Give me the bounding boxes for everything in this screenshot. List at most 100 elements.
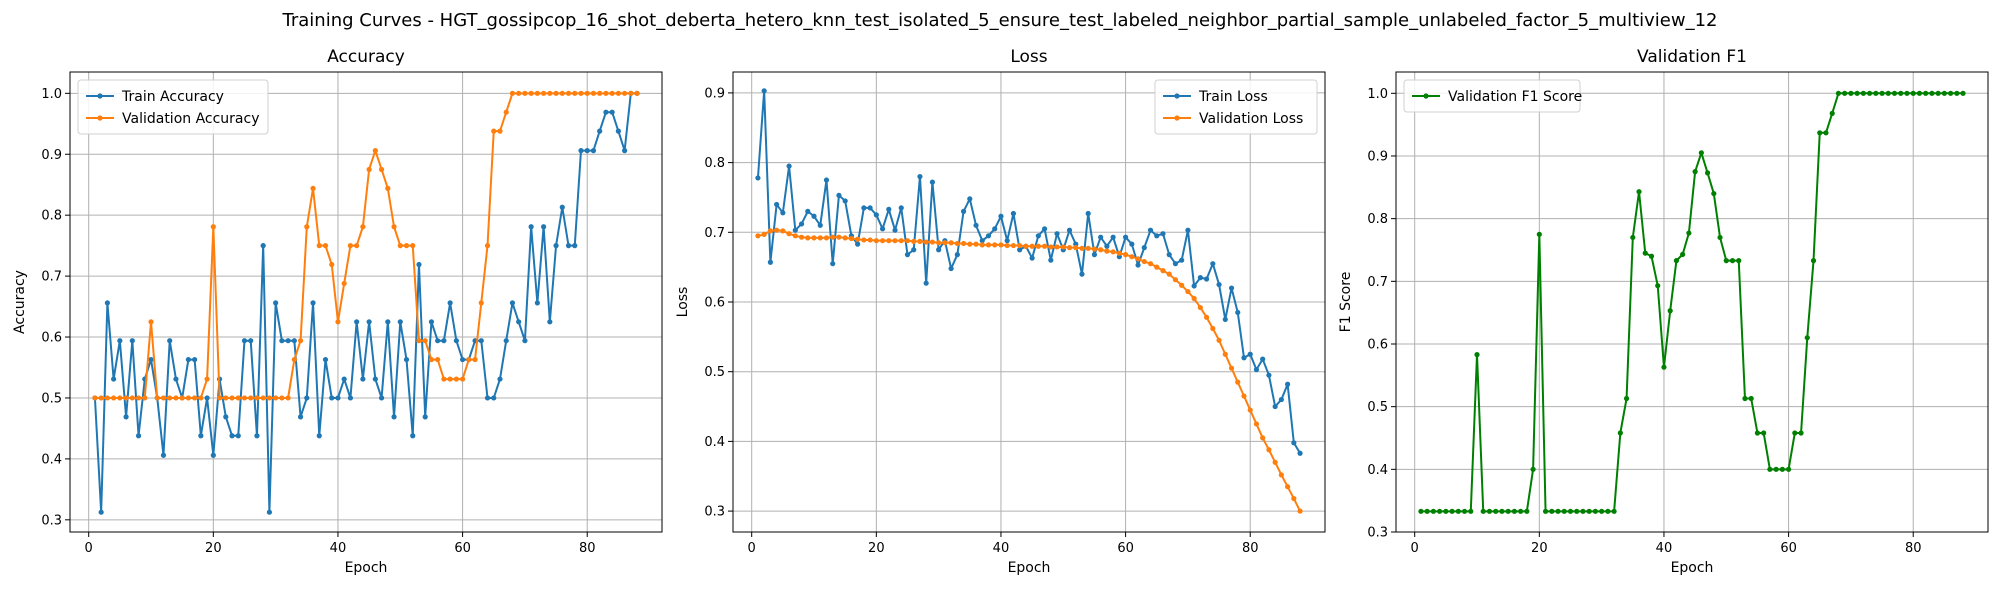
data-point bbox=[1216, 337, 1222, 343]
data-point bbox=[1642, 250, 1648, 256]
legend-entry: Validation Loss bbox=[1199, 111, 1303, 127]
data-point bbox=[304, 224, 310, 230]
legend: Train Accuracy Validation Accuracy bbox=[77, 79, 269, 135]
data-point bbox=[967, 241, 973, 247]
data-point bbox=[1729, 258, 1736, 264]
data-point bbox=[898, 205, 904, 211]
data-point bbox=[1116, 250, 1122, 256]
data-point bbox=[509, 90, 516, 96]
data-point bbox=[1110, 234, 1116, 240]
data-point bbox=[1935, 90, 1941, 96]
data-point bbox=[811, 235, 817, 241]
data-point bbox=[1091, 246, 1098, 252]
data-point bbox=[1041, 243, 1048, 249]
data-point bbox=[1135, 256, 1141, 262]
x-tick-label: 0 bbox=[1411, 541, 1419, 556]
data-point bbox=[123, 395, 129, 401]
data-point bbox=[960, 240, 967, 247]
data-point bbox=[167, 395, 173, 401]
chart-panel-1: Accuracy 0 20 40 60 80 0.3 0.4 0.5 0.6 0.7 0.8 0.9 1.… bbox=[12, 47, 663, 576]
data-point bbox=[1054, 231, 1060, 237]
series-line-1 bbox=[93, 92, 638, 514]
data-point bbox=[1222, 316, 1228, 323]
data-point bbox=[1692, 169, 1698, 175]
data-point bbox=[1867, 90, 1873, 96]
data-point bbox=[1480, 508, 1486, 514]
data-point bbox=[1948, 90, 1954, 96]
data-point bbox=[603, 109, 609, 115]
legend-box bbox=[1154, 79, 1318, 135]
data-point bbox=[1717, 234, 1723, 241]
series-line-1 bbox=[1420, 92, 1964, 513]
data-point bbox=[111, 376, 117, 382]
x-tick-label: 0 bbox=[85, 541, 93, 556]
data-point bbox=[160, 395, 167, 401]
data-point bbox=[441, 376, 447, 382]
data-point bbox=[1430, 508, 1436, 514]
data-point bbox=[1835, 90, 1842, 96]
data-point bbox=[761, 88, 767, 94]
data-point bbox=[960, 208, 967, 214]
legend-marker bbox=[1174, 93, 1180, 99]
data-point bbox=[1891, 90, 1898, 96]
y-tick-label: 0.4 bbox=[1367, 463, 1388, 478]
data-point bbox=[1823, 130, 1829, 136]
data-point bbox=[192, 395, 198, 401]
data-point bbox=[979, 242, 985, 248]
data-point bbox=[1592, 508, 1599, 514]
data-point bbox=[817, 235, 823, 241]
data-point bbox=[273, 395, 279, 401]
data-point bbox=[609, 109, 615, 115]
data-point bbox=[1085, 245, 1091, 251]
data-point bbox=[1241, 393, 1247, 399]
data-point bbox=[1228, 285, 1235, 291]
data-point bbox=[1761, 430, 1767, 436]
data-point bbox=[541, 90, 547, 96]
data-point bbox=[761, 231, 767, 237]
data-point bbox=[266, 395, 273, 401]
data-point bbox=[123, 414, 129, 420]
data-point bbox=[1285, 484, 1291, 490]
data-point bbox=[1860, 90, 1866, 96]
data-point bbox=[459, 356, 466, 363]
y-tick-label: 0.8 bbox=[41, 209, 62, 224]
data-point bbox=[1147, 261, 1154, 267]
data-point bbox=[335, 319, 341, 325]
data-point bbox=[459, 376, 466, 382]
y-tick-label: 0.7 bbox=[41, 270, 62, 285]
data-point bbox=[491, 128, 497, 134]
data-point bbox=[830, 261, 836, 267]
y-tick-label: 0.4 bbox=[41, 452, 62, 467]
data-point bbox=[584, 148, 590, 154]
data-point bbox=[767, 228, 773, 234]
data-point bbox=[1424, 508, 1430, 514]
data-point bbox=[1010, 210, 1017, 217]
data-point bbox=[1567, 508, 1574, 514]
data-point bbox=[1272, 403, 1278, 410]
data-point bbox=[1004, 242, 1010, 249]
data-point bbox=[223, 414, 229, 420]
data-point bbox=[1941, 90, 1947, 96]
data-point bbox=[1247, 351, 1253, 357]
y-tick-label: 0.8 bbox=[1367, 212, 1388, 227]
data-point bbox=[1048, 244, 1054, 250]
data-point bbox=[823, 177, 830, 183]
data-point bbox=[1129, 254, 1135, 260]
data-point bbox=[341, 376, 347, 382]
y-tick-label: 0.8 bbox=[704, 156, 725, 171]
data-point bbox=[1297, 450, 1303, 456]
data-point bbox=[516, 90, 522, 96]
data-point bbox=[1260, 435, 1266, 441]
data-point bbox=[1098, 247, 1104, 253]
data-point bbox=[1549, 508, 1555, 514]
data-point bbox=[1166, 252, 1172, 258]
data-point bbox=[148, 356, 154, 363]
data-point bbox=[1066, 227, 1073, 233]
data-point bbox=[823, 235, 830, 241]
data-point bbox=[1661, 364, 1667, 370]
data-point bbox=[204, 376, 210, 382]
data-point bbox=[879, 238, 886, 244]
data-point bbox=[973, 222, 979, 228]
data-point bbox=[559, 90, 565, 96]
data-point bbox=[223, 395, 229, 401]
